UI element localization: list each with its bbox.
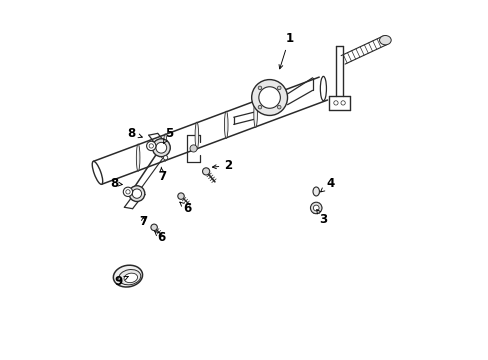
Circle shape [251, 80, 287, 116]
Ellipse shape [119, 270, 141, 285]
Circle shape [129, 186, 144, 202]
Ellipse shape [320, 76, 326, 101]
Circle shape [333, 101, 337, 105]
Circle shape [310, 202, 321, 214]
Circle shape [190, 145, 197, 152]
Ellipse shape [92, 161, 102, 184]
Text: 6: 6 [154, 231, 165, 244]
Ellipse shape [113, 265, 142, 287]
Ellipse shape [253, 100, 257, 127]
Text: 7: 7 [139, 215, 147, 228]
Ellipse shape [224, 111, 227, 138]
Circle shape [123, 187, 132, 197]
Ellipse shape [202, 168, 209, 175]
Circle shape [313, 205, 319, 211]
Ellipse shape [178, 193, 184, 199]
Circle shape [132, 189, 142, 198]
Text: 8: 8 [127, 127, 142, 140]
Ellipse shape [195, 122, 198, 149]
Ellipse shape [124, 273, 137, 283]
Circle shape [258, 105, 261, 109]
Text: 1: 1 [279, 32, 293, 69]
Text: 2: 2 [212, 159, 232, 172]
Ellipse shape [163, 134, 167, 161]
Circle shape [146, 141, 156, 150]
Text: 7: 7 [158, 167, 166, 183]
Circle shape [156, 142, 166, 153]
Circle shape [152, 139, 170, 157]
Text: 9: 9 [114, 275, 128, 288]
Ellipse shape [379, 36, 390, 45]
Circle shape [277, 105, 281, 109]
Ellipse shape [312, 187, 319, 196]
Circle shape [125, 190, 130, 194]
Text: 3: 3 [316, 210, 327, 226]
Circle shape [258, 86, 261, 90]
Circle shape [163, 156, 167, 160]
Circle shape [258, 87, 280, 108]
Text: 8: 8 [110, 177, 122, 190]
Circle shape [277, 86, 281, 90]
Text: 5: 5 [163, 127, 173, 143]
Text: 6: 6 [180, 202, 191, 215]
Circle shape [149, 144, 153, 148]
Text: 4: 4 [320, 177, 334, 192]
Ellipse shape [151, 224, 157, 230]
Circle shape [340, 101, 345, 105]
Ellipse shape [136, 144, 140, 171]
